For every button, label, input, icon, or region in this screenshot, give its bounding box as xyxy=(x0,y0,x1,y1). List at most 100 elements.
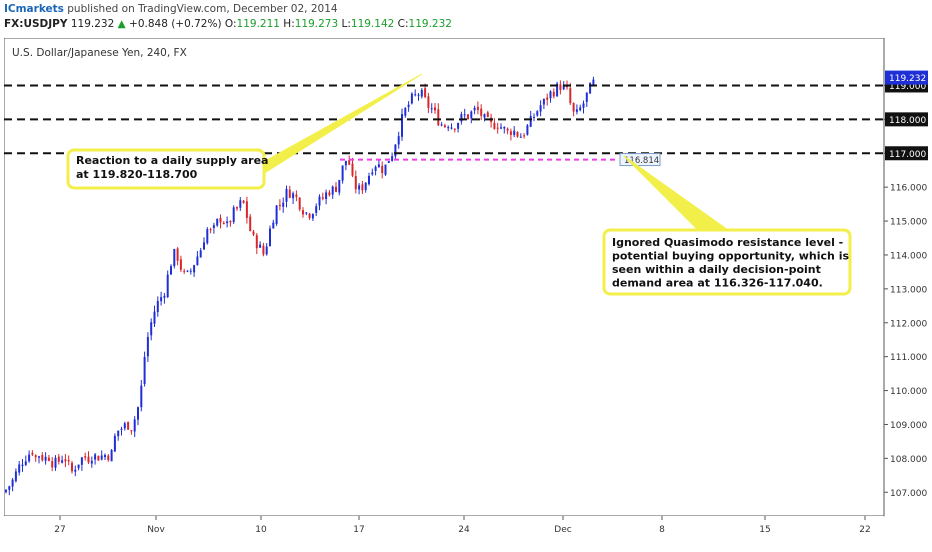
candle-body xyxy=(166,274,169,298)
chart-area[interactable]: U.S. Dollar/Japanese Yen, 240, FX 107.000… xyxy=(3,37,928,548)
candle-body xyxy=(371,172,374,175)
candle-body xyxy=(377,164,380,168)
price-chart[interactable]: U.S. Dollar/Japanese Yen, 240, FX 107.000… xyxy=(3,37,928,548)
y-tick-label: 113.000 xyxy=(890,285,927,295)
candle-body xyxy=(384,164,387,175)
y-tick-label: 110.000 xyxy=(890,387,927,397)
candle-body xyxy=(61,460,64,463)
candle-body xyxy=(519,136,522,138)
candle-body xyxy=(493,122,496,129)
candle-body xyxy=(569,88,572,104)
candle-body xyxy=(344,160,347,166)
candle-body xyxy=(84,456,87,458)
candle-body xyxy=(308,213,311,218)
supply-callout-text: at 119.820-118.700 xyxy=(76,168,198,181)
x-tick-label: 24 xyxy=(458,525,470,535)
candle-body xyxy=(325,192,328,199)
y-tick-label: 111.000 xyxy=(890,353,927,363)
candle-body xyxy=(242,200,245,203)
candle-body xyxy=(582,103,585,108)
candle-body xyxy=(513,130,516,135)
x-tick-label: Nov xyxy=(147,525,165,535)
candle-body xyxy=(391,156,394,161)
chart-title: U.S. Dollar/Japanese Yen, 240, FX xyxy=(12,47,187,59)
candle-body xyxy=(549,91,552,99)
high-value: 119.273 xyxy=(294,18,339,30)
candle-body xyxy=(579,107,582,111)
candle-body xyxy=(354,176,357,190)
candle-body xyxy=(160,297,163,302)
candle-body xyxy=(120,428,123,430)
candle-body xyxy=(450,127,453,129)
candle-body xyxy=(348,160,351,165)
candle-body xyxy=(153,311,156,324)
candle-body xyxy=(533,116,535,118)
candle-body xyxy=(54,457,57,468)
candle-body xyxy=(311,213,314,219)
candle-body xyxy=(394,144,397,157)
candle-body xyxy=(447,127,450,129)
candle-body xyxy=(193,265,196,273)
x-tick-label: 15 xyxy=(759,525,770,535)
y-tick-label: 108.000 xyxy=(890,455,927,465)
x-tick-label: 17 xyxy=(353,525,364,535)
candle-body xyxy=(163,295,166,298)
low-value: 119.142 xyxy=(350,18,395,30)
quasimodo-callout-text: demand area at 116.326-117.040. xyxy=(612,277,823,290)
x-tick-label: 27 xyxy=(54,525,65,535)
close-label: C: xyxy=(397,18,409,30)
candle-body xyxy=(526,125,529,135)
candle-body xyxy=(71,462,73,472)
candle-body xyxy=(559,84,562,91)
candle-body xyxy=(331,186,334,195)
candle-body xyxy=(295,194,298,197)
candle-body xyxy=(305,212,308,214)
quasimodo-callout-box xyxy=(602,228,852,296)
author-link[interactable]: ICmarkets xyxy=(4,3,64,15)
candle-body xyxy=(209,229,212,231)
candle-body xyxy=(460,114,463,122)
candle-body xyxy=(272,222,275,229)
candle-body xyxy=(47,457,50,461)
candle-body xyxy=(38,456,40,458)
candle-body xyxy=(302,210,304,215)
candle-body xyxy=(321,197,324,199)
candle-body xyxy=(453,128,456,130)
candle-body xyxy=(262,245,265,255)
candle-body xyxy=(74,469,77,472)
candle-body xyxy=(212,225,215,228)
candle-body xyxy=(21,464,24,466)
candle-body xyxy=(318,196,321,206)
candle-body xyxy=(473,107,476,111)
candle-body xyxy=(572,103,575,112)
candle-body xyxy=(542,98,545,105)
candle-body xyxy=(229,221,232,223)
candle-body xyxy=(117,430,120,437)
candle-body xyxy=(341,165,344,181)
candle-body xyxy=(206,229,209,244)
level-tag-label: 118.000 xyxy=(889,116,926,126)
candle-body xyxy=(269,228,271,247)
candle-body xyxy=(539,105,542,112)
publish-text: published on TradingView.com, December 0… xyxy=(67,3,338,15)
candle-body xyxy=(222,222,225,224)
candle-body xyxy=(146,336,149,357)
quasimodo-callout-text: Ignored Quasimodo resistance level - xyxy=(612,236,843,249)
candle-body xyxy=(123,423,126,429)
candle-body xyxy=(176,248,179,261)
candle-body xyxy=(265,246,268,255)
candle-body xyxy=(546,97,549,100)
candle-body xyxy=(463,114,466,116)
candle-body xyxy=(338,179,341,193)
candle-body xyxy=(203,242,205,250)
ohlc-line: FX:USDJPY 119.232 ▲ +0.848 (+0.72%) O:11… xyxy=(4,18,452,30)
candle-body xyxy=(285,188,288,202)
high-label: H: xyxy=(283,18,295,30)
candle-body xyxy=(414,94,417,96)
open-value: 119.211 xyxy=(236,18,280,30)
candle-body xyxy=(252,231,255,235)
candle-body xyxy=(245,201,248,218)
level-tag-label: 119.000 xyxy=(889,82,926,92)
candle-body xyxy=(110,450,113,462)
candle-body xyxy=(335,186,337,192)
